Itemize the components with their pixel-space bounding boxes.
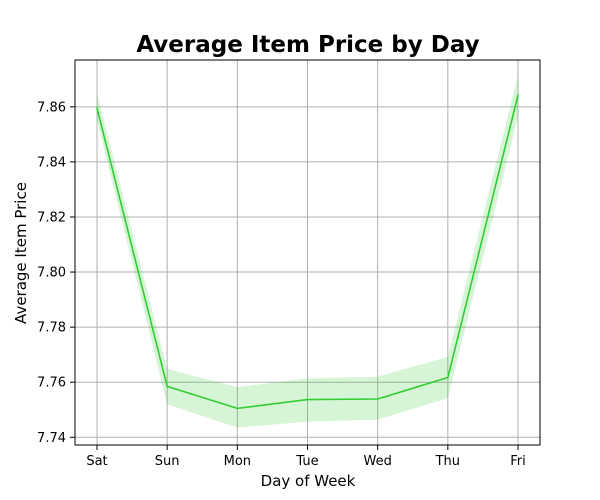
y-tick-label: 7.78	[37, 321, 66, 336]
x-tick-label: Mon	[224, 454, 251, 469]
y-tick-label: 7.84	[37, 155, 66, 170]
tick-layer: Sat Sun Mon Tue Wed Thu Fri 7.74 7.76 7.78 7.80 7.8…	[37, 100, 526, 469]
y-tick-label: 7.76	[37, 376, 66, 391]
series-line	[96, 94, 519, 410]
y-axis-label: Average Item Price	[12, 182, 30, 324]
y-tick-label: 7.82	[37, 210, 66, 225]
y-tick-label: 7.80	[37, 266, 66, 281]
x-tick-label: Sun	[155, 454, 180, 469]
x-tick-label: Sat	[86, 454, 107, 469]
series-line-layer	[96, 94, 519, 410]
x-tick-label: Fri	[510, 454, 526, 469]
x-tick-label: Tue	[295, 454, 318, 469]
x-tick-label: Wed	[363, 454, 391, 469]
chart-title: Average Item Price by Day	[136, 32, 479, 58]
y-tick-label: 7.86	[37, 100, 66, 115]
x-axis-label: Day of Week	[261, 472, 356, 490]
grid-layer	[75, 60, 540, 445]
x-tick-label: Thu	[435, 454, 460, 469]
y-tick-label: 7.74	[37, 431, 66, 446]
